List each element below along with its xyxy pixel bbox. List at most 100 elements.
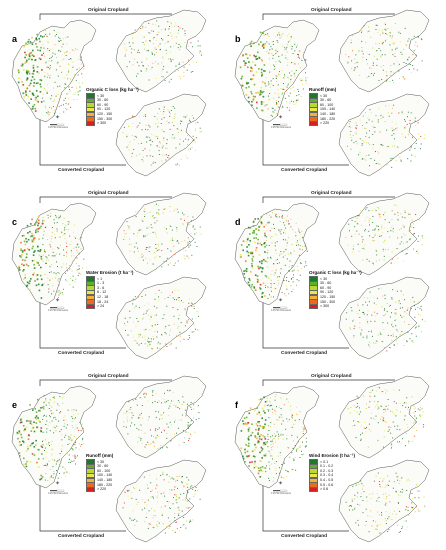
bottom-right-map [115, 276, 207, 360]
legend-title: Organic C loss (kg ha⁻¹) [86, 87, 139, 92]
top-right-map [338, 9, 430, 93]
bottom-right-map [338, 93, 430, 177]
legend-label: 150 - 300 [320, 299, 336, 304]
legend-item: > 0.6 [309, 486, 355, 493]
north-arrow-icon: ✦ [278, 115, 284, 121]
legend-title: Runoff (mm) [309, 87, 337, 92]
legend-label: 0.2 - 0.3 [320, 468, 334, 473]
legend-label: > 220 [320, 121, 330, 126]
legend-label: 30 - 60 [320, 98, 332, 103]
north-arrow-icon: ✦ [55, 481, 61, 487]
panel-letter: c [12, 217, 18, 227]
legend-label: 0.5 - 0.6 [320, 482, 334, 487]
legend-label: 0.3 - 0.4 [320, 473, 334, 478]
scale-bar [50, 306, 65, 309]
scale-bar [50, 489, 65, 492]
legend-label: > 300 [97, 121, 107, 126]
top-right-map [115, 375, 207, 459]
north-arrow-icon: ✦ [278, 298, 284, 304]
legend-item: > 220 [86, 486, 113, 493]
converted-cropland-label: Converted Cropland [58, 351, 105, 356]
original-cropland-map [11, 202, 97, 306]
original-cropland-label: Original Cropland [311, 374, 352, 379]
legend-swatch [86, 486, 95, 493]
scale-text: 0 25 50 Kilometers [271, 309, 291, 312]
original-cropland-map [234, 385, 320, 489]
legend-title: Organic C loss (kg ha⁻¹) [309, 270, 362, 275]
panel-letter: e [12, 400, 18, 410]
legend-label: 60 - 100 [320, 102, 334, 107]
legend-label: 6 - 12 [97, 290, 107, 295]
panel-maps [11, 375, 207, 543]
legend-label: 30 - 60 [320, 281, 332, 286]
scale-bar [50, 123, 65, 126]
legend-label: > 24 [97, 304, 105, 309]
legend-label: < 30 [320, 93, 328, 98]
map-panel-a: a Original Cropland Converted Cropland ✦… [0, 0, 223, 183]
bottom-right-map [338, 459, 430, 543]
top-right-map [115, 192, 207, 276]
legend-label: < 30 [97, 93, 105, 98]
legend-title: Wind Erosion (t ha⁻¹) [309, 453, 356, 458]
scale-bar [273, 123, 288, 126]
bottom-right-map [338, 276, 430, 360]
north-arrow-icon: ✦ [278, 481, 284, 487]
legend-label: > 0.6 [320, 487, 329, 492]
legend-label: 150 - 300 [97, 116, 113, 121]
legend-title: Runoff (mm) [86, 453, 114, 458]
legend: Runoff (mm) < 30 30 - 60 60 - 100 100 - 140… [309, 87, 337, 127]
original-cropland-map [234, 202, 320, 306]
legend-label: 180 - 220 [320, 116, 336, 121]
legend: Organic C loss (kg ha⁻¹) < 30 30 - 60 60 -… [86, 87, 139, 127]
legend-label: 18 - 24 [97, 299, 109, 304]
legend-label: 120 - 150 [320, 294, 336, 299]
legend-label: 12 - 18 [97, 294, 109, 299]
scale-bar [273, 306, 288, 309]
legend-label: 0.1 - 0.2 [320, 464, 334, 469]
legend-item: > 24 [86, 303, 133, 310]
panel-letter: d [235, 217, 241, 227]
original-cropland-label: Original Cropland [311, 191, 352, 196]
legend-title: Water Erosion (t ha⁻¹) [86, 270, 134, 275]
scale-text: 0 25 50 Kilometers [48, 492, 68, 495]
map-panel-e: e Original Cropland Converted Cropland ✦… [0, 366, 223, 549]
original-cropland-label: Original Cropland [88, 191, 129, 196]
legend-label: 3 - 6 [97, 285, 105, 290]
panel-maps [234, 9, 430, 177]
map-panel-b: b Original Cropland Converted Cropland ✦… [223, 0, 446, 183]
legend: Organic C loss (kg ha⁻¹) < 30 30 - 60 60 -… [309, 270, 362, 310]
bottom-right-map [115, 459, 207, 543]
legend-label: < 1 [97, 276, 103, 281]
legend-label: 100 - 140 [97, 473, 113, 478]
converted-cropland-label: Converted Cropland [281, 168, 328, 173]
top-right-map [338, 375, 430, 459]
top-right-map [115, 9, 207, 93]
legend-label: < 30 [97, 459, 105, 464]
legend-swatch [309, 303, 318, 310]
legend-label: 30 - 60 [97, 98, 109, 103]
legend-label: 100 - 140 [320, 107, 336, 112]
legend-label: 120 - 150 [97, 111, 113, 116]
legend-label: 140 - 180 [97, 477, 113, 482]
original-cropland-map [11, 19, 97, 123]
scale-text: 0 25 50 Kilometers [271, 492, 291, 495]
legend-label: 1 - 3 [97, 281, 105, 286]
legend-swatch [86, 120, 95, 127]
north-arrow-icon: ✦ [55, 298, 61, 304]
panel-letter: a [12, 34, 18, 44]
map-panel-d: d Original Cropland Converted Cropland ✦… [223, 183, 446, 366]
map-panel-c: c Original Cropland Converted Cropland ✦… [0, 183, 223, 366]
original-cropland-label: Original Cropland [88, 374, 129, 379]
panel-maps [11, 9, 207, 177]
panel-letter: b [235, 34, 241, 44]
original-cropland-map [11, 385, 97, 489]
legend-label: 60 - 90 [97, 102, 109, 107]
panel-maps [234, 192, 430, 360]
legend-swatch [86, 303, 95, 310]
legend-label: 140 - 180 [320, 111, 336, 116]
panel-letter: f [235, 400, 238, 410]
legend-label: > 300 [320, 304, 330, 309]
scale-text: 0 25 50 Kilometers [48, 309, 68, 312]
map-panel-f: f Original Cropland Converted Cropland ✦… [223, 366, 446, 549]
